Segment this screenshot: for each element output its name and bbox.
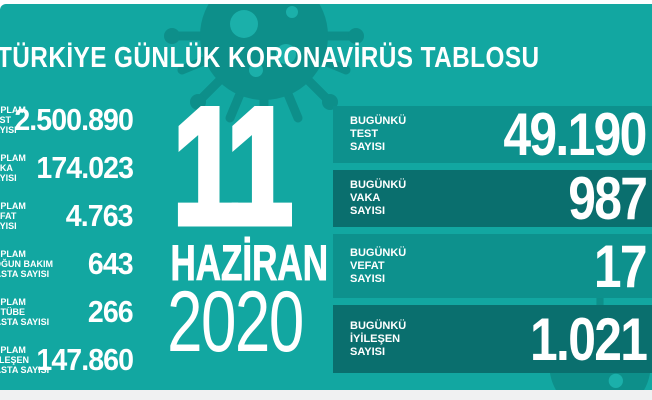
daily-box: BUGÜNKÜ TEST SAYISI 49.190 bbox=[333, 101, 652, 168]
date-year: 2020 bbox=[167, 274, 304, 370]
date-block: 11 HAZİRAN 2020 bbox=[145, 74, 328, 370]
bottom-strip bbox=[0, 390, 652, 400]
daily-box: BUGÜNKÜ VEFAT SAYISI 17 bbox=[333, 232, 652, 300]
daily-column: BUGÜNKÜ TEST SAYISI 49.190 BUGÜNKÜ VAKA SAYI… bbox=[333, 101, 652, 380]
total-row-value: 174.023 bbox=[36, 150, 134, 185]
total-row-label: TOPLAMVAKASAYISI bbox=[0, 153, 26, 183]
total-row-value: 2.500.890 bbox=[14, 102, 134, 137]
daily-box-value: 987 bbox=[568, 165, 648, 232]
total-row: TOPLAMENTÜBEHASTA SAYISI 266 bbox=[0, 288, 140, 336]
total-row: TOPLAMVEFATSAYISI 4.763 bbox=[0, 192, 140, 240]
total-row: TOPLAMTESTSAYISI 2.500.890 bbox=[0, 96, 140, 144]
total-row: TOPLAMİYİLEŞENHASTA SAYISI 147.860 bbox=[0, 336, 140, 384]
total-row: TOPLAMYOĞUN BAKIMHASTA SAYISI 643 bbox=[0, 240, 140, 288]
total-row-label: TOPLAMVEFATSAYISI bbox=[0, 201, 26, 231]
page-title: TÜRKİYE GÜNLÜK KORONAVİRÜS TABLOSU bbox=[0, 42, 540, 74]
daily-box: BUGÜNKÜ VAKA SAYISI 987 bbox=[333, 165, 652, 232]
total-row-label: TOPLAMYOĞUN BAKIMHASTA SAYISI bbox=[0, 249, 53, 279]
daily-box-label: BUGÜNKÜ VEFAT SAYISI bbox=[350, 246, 407, 285]
daily-box-label: BUGÜNKÜ VAKA SAYISI bbox=[350, 179, 407, 217]
daily-box: BUGÜNKÜ İYİLEŞEN SAYISI 1.021 bbox=[333, 305, 652, 373]
daily-box-value: 17 bbox=[594, 232, 648, 300]
daily-box-label: BUGÜNKÜ TEST SAYISI bbox=[350, 115, 407, 153]
total-row-label: TOPLAMİYİLEŞENHASTA SAYISI bbox=[0, 345, 50, 375]
daily-box-value: 49.190 bbox=[503, 101, 648, 168]
total-row-value: 643 bbox=[88, 246, 134, 281]
daily-box-value: 1.021 bbox=[529, 305, 648, 373]
total-row-label: TOPLAMENTÜBEHASTA SAYISI bbox=[0, 297, 50, 327]
total-row-value: 4.763 bbox=[66, 198, 134, 233]
totals-column: TOPLAMTESTSAYISI 2.500.890 TOPLAMVAKASAY… bbox=[0, 96, 140, 384]
teal-panel: TÜRKİYE GÜNLÜK KORONAVİRÜS TABLOSU TOPLA… bbox=[0, 4, 652, 390]
total-row: TOPLAMVAKASAYISI 174.023 bbox=[0, 144, 140, 192]
panel-content: TÜRKİYE GÜNLÜK KORONAVİRÜS TABLOSU TOPLA… bbox=[0, 4, 652, 390]
total-row-label: TOPLAMTESTSAYISI bbox=[0, 105, 26, 135]
total-row-value: 266 bbox=[88, 294, 134, 329]
daily-box-label: BUGÜNKÜ İYİLEŞEN SAYISI bbox=[350, 319, 407, 358]
date-day: 11 bbox=[170, 74, 295, 258]
total-row-value: 147.860 bbox=[36, 342, 134, 377]
